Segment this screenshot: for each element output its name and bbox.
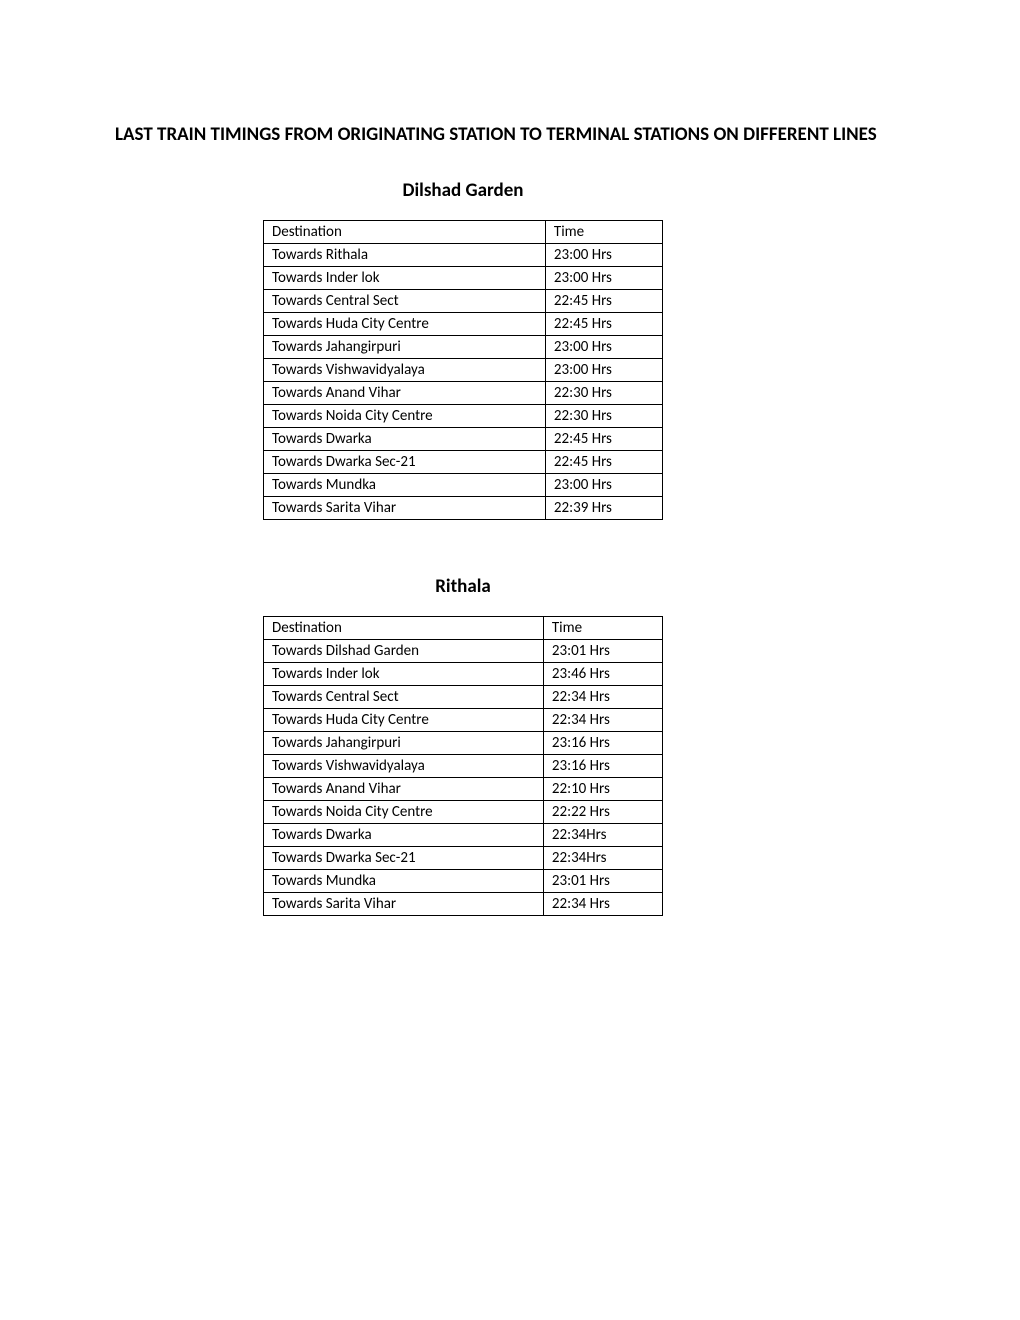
table-row: Towards Anand Vihar22:30 Hrs (264, 382, 663, 405)
time-cell: 22:30 Hrs (545, 382, 662, 405)
table-row: Towards Noida City Centre22:22 Hrs (264, 801, 663, 824)
table-row: Towards Rithala23:00 Hrs (264, 244, 663, 267)
destination-cell: Towards Sarita Vihar (264, 497, 546, 520)
time-cell: 23:00 Hrs (545, 244, 662, 267)
table-row: Towards Dwarka Sec-2122:45 Hrs (264, 451, 663, 474)
table-row: Towards Dwarka22:34Hrs (264, 824, 663, 847)
column-header-time: Time (543, 617, 662, 640)
table-row: Towards Sarita Vihar22:39 Hrs (264, 497, 663, 520)
destination-cell: Towards Mundka (264, 870, 544, 893)
time-cell: 22:45 Hrs (545, 290, 662, 313)
section-rithala: Rithala Destination Time Towards Dilshad… (115, 575, 905, 916)
time-cell: 22:34 Hrs (543, 686, 662, 709)
time-cell: 23:16 Hrs (543, 755, 662, 778)
table-row: Towards Central Sect22:34 Hrs (264, 686, 663, 709)
table-row: Towards Central Sect22:45 Hrs (264, 290, 663, 313)
time-cell: 22:34 Hrs (543, 893, 662, 916)
section-heading: Rithala (263, 575, 663, 598)
destination-cell: Towards Dilshad Garden (264, 640, 544, 663)
time-cell: 23:00 Hrs (545, 336, 662, 359)
table-header-row: Destination Time (264, 221, 663, 244)
time-cell: 23:01 Hrs (543, 870, 662, 893)
destination-cell: Towards Vishwavidyalaya (264, 755, 544, 778)
destination-cell: Towards Central Sect (264, 290, 546, 313)
table-row: Towards Jahangirpuri23:00 Hrs (264, 336, 663, 359)
destination-cell: Towards Anand Vihar (264, 382, 546, 405)
page-title: LAST TRAIN TIMINGS FROM ORIGINATING STAT… (115, 110, 905, 159)
table-row: Towards Inder lok23:46 Hrs (264, 663, 663, 686)
table-header-row: Destination Time (264, 617, 663, 640)
table-row: Towards Mundka23:01 Hrs (264, 870, 663, 893)
time-cell: 23:01 Hrs (543, 640, 662, 663)
table-row: Towards Vishwavidyalaya23:00 Hrs (264, 359, 663, 382)
column-header-destination: Destination (264, 221, 546, 244)
destination-cell: Towards Vishwavidyalaya (264, 359, 546, 382)
destination-cell: Towards Mundka (264, 474, 546, 497)
table-row: Towards Huda City Centre22:34 Hrs (264, 709, 663, 732)
timings-table-rithala: Destination Time Towards Dilshad Garden2… (263, 616, 663, 916)
destination-cell: Towards Sarita Vihar (264, 893, 544, 916)
time-cell: 22:34Hrs (543, 824, 662, 847)
destination-cell: Towards Dwarka (264, 428, 546, 451)
destination-cell: Towards Jahangirpuri (264, 336, 546, 359)
section-heading: Dilshad Garden (263, 179, 663, 202)
table-row: Towards Dilshad Garden23:01 Hrs (264, 640, 663, 663)
table-row: Towards Anand Vihar22:10 Hrs (264, 778, 663, 801)
section-dilshad-garden: Dilshad Garden Destination Time Towards … (115, 179, 905, 520)
table-row: Towards Noida City Centre22:30 Hrs (264, 405, 663, 428)
time-cell: 23:00 Hrs (545, 359, 662, 382)
table-row: Towards Sarita Vihar22:34 Hrs (264, 893, 663, 916)
time-cell: 22:45 Hrs (545, 451, 662, 474)
time-cell: 23:16 Hrs (543, 732, 662, 755)
table-row: Towards Mundka23:00 Hrs (264, 474, 663, 497)
destination-cell: Towards Noida City Centre (264, 801, 544, 824)
time-cell: 22:22 Hrs (543, 801, 662, 824)
destination-cell: Towards Anand Vihar (264, 778, 544, 801)
time-cell: 22:30 Hrs (545, 405, 662, 428)
destination-cell: Towards Huda City Centre (264, 313, 546, 336)
table-row: Towards Dwarka22:45 Hrs (264, 428, 663, 451)
time-cell: 22:39 Hrs (545, 497, 662, 520)
destination-cell: Towards Dwarka (264, 824, 544, 847)
destination-cell: Towards Dwarka Sec-21 (264, 451, 546, 474)
document-page: LAST TRAIN TIMINGS FROM ORIGINATING STAT… (0, 0, 1020, 1031)
column-header-time: Time (545, 221, 662, 244)
table-row: Towards Jahangirpuri23:16 Hrs (264, 732, 663, 755)
destination-cell: Towards Jahangirpuri (264, 732, 544, 755)
table-row: Towards Vishwavidyalaya23:16 Hrs (264, 755, 663, 778)
destination-cell: Towards Noida City Centre (264, 405, 546, 428)
time-cell: 23:00 Hrs (545, 267, 662, 290)
table-row: Towards Dwarka Sec-2122:34Hrs (264, 847, 663, 870)
destination-cell: Towards Inder lok (264, 267, 546, 290)
time-cell: 22:45 Hrs (545, 313, 662, 336)
destination-cell: Towards Dwarka Sec-21 (264, 847, 544, 870)
table-row: Towards Inder lok23:00 Hrs (264, 267, 663, 290)
time-cell: 22:34Hrs (543, 847, 662, 870)
time-cell: 22:34 Hrs (543, 709, 662, 732)
time-cell: 22:10 Hrs (543, 778, 662, 801)
time-cell: 23:00 Hrs (545, 474, 662, 497)
destination-cell: Towards Huda City Centre (264, 709, 544, 732)
time-cell: 23:46 Hrs (543, 663, 662, 686)
time-cell: 22:45 Hrs (545, 428, 662, 451)
destination-cell: Towards Inder lok (264, 663, 544, 686)
destination-cell: Towards Rithala (264, 244, 546, 267)
timings-table-dilshad-garden: Destination Time Towards Rithala23:00 Hr… (263, 220, 663, 520)
destination-cell: Towards Central Sect (264, 686, 544, 709)
table-row: Towards Huda City Centre22:45 Hrs (264, 313, 663, 336)
column-header-destination: Destination (264, 617, 544, 640)
